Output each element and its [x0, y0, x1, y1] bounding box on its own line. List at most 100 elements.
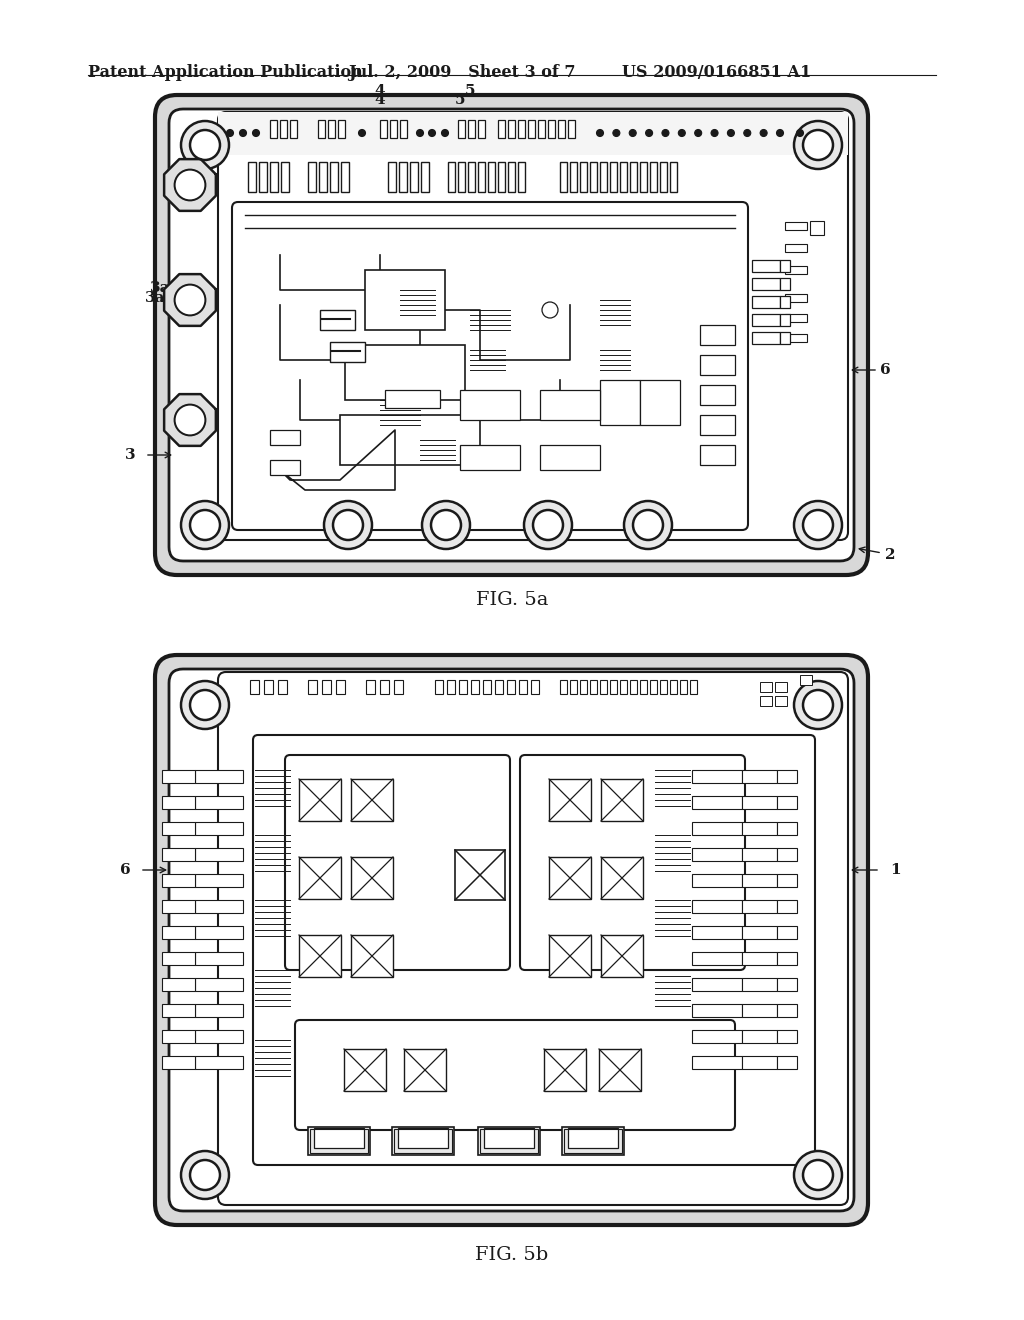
- Bar: [601, 857, 643, 899]
- Bar: [308, 1127, 370, 1155]
- Bar: [692, 822, 742, 836]
- Bar: [680, 680, 687, 694]
- Bar: [310, 1129, 368, 1152]
- Bar: [162, 1030, 195, 1043]
- Circle shape: [441, 129, 449, 136]
- Bar: [540, 389, 600, 420]
- Bar: [785, 294, 807, 302]
- Bar: [394, 680, 403, 694]
- Bar: [449, 162, 455, 191]
- Bar: [392, 1127, 454, 1155]
- FancyBboxPatch shape: [253, 735, 815, 1166]
- Bar: [564, 1129, 622, 1152]
- Circle shape: [253, 129, 259, 136]
- Bar: [195, 952, 243, 965]
- Circle shape: [694, 129, 701, 136]
- Bar: [162, 927, 195, 939]
- Bar: [330, 342, 365, 362]
- Text: 10: 10: [479, 1092, 501, 1105]
- Bar: [399, 162, 407, 191]
- Text: 2: 2: [885, 548, 895, 562]
- Bar: [264, 680, 273, 694]
- FancyBboxPatch shape: [218, 672, 848, 1205]
- Circle shape: [431, 510, 461, 540]
- Bar: [742, 770, 777, 783]
- Bar: [270, 162, 278, 191]
- Bar: [562, 1127, 624, 1155]
- Bar: [290, 120, 297, 139]
- Bar: [460, 389, 520, 420]
- Bar: [483, 680, 490, 694]
- Bar: [570, 162, 577, 191]
- Bar: [785, 267, 807, 275]
- Bar: [610, 680, 617, 694]
- Bar: [308, 162, 316, 191]
- Bar: [447, 680, 455, 694]
- Bar: [742, 874, 777, 887]
- Circle shape: [428, 129, 435, 136]
- Bar: [404, 1049, 446, 1092]
- Bar: [308, 680, 317, 694]
- Bar: [600, 680, 607, 694]
- Bar: [630, 162, 637, 191]
- Bar: [785, 222, 807, 230]
- Bar: [692, 847, 742, 861]
- Bar: [394, 1129, 452, 1152]
- Bar: [650, 162, 657, 191]
- Circle shape: [803, 510, 833, 540]
- Bar: [692, 952, 742, 965]
- Bar: [318, 120, 325, 139]
- Bar: [385, 389, 440, 408]
- Bar: [742, 796, 777, 809]
- Bar: [400, 120, 407, 139]
- Polygon shape: [164, 395, 216, 446]
- Bar: [498, 162, 505, 191]
- Bar: [195, 770, 243, 783]
- Bar: [328, 120, 335, 139]
- Bar: [752, 333, 780, 345]
- Circle shape: [597, 129, 603, 136]
- Bar: [338, 120, 345, 139]
- Bar: [421, 162, 429, 191]
- Bar: [478, 162, 485, 191]
- Bar: [777, 978, 797, 991]
- Bar: [660, 680, 667, 694]
- Bar: [341, 162, 349, 191]
- Bar: [531, 680, 539, 694]
- Circle shape: [662, 129, 669, 136]
- Bar: [162, 1056, 195, 1069]
- Circle shape: [181, 1151, 229, 1199]
- Polygon shape: [164, 275, 216, 326]
- Bar: [458, 162, 465, 191]
- Text: 8: 8: [260, 746, 270, 760]
- Bar: [162, 770, 195, 783]
- Text: 4: 4: [375, 92, 385, 132]
- Bar: [195, 874, 243, 887]
- Text: Jul. 2, 2009   Sheet 3 of 7: Jul. 2, 2009 Sheet 3 of 7: [348, 63, 575, 81]
- Bar: [601, 935, 643, 977]
- Bar: [742, 1005, 777, 1016]
- Bar: [410, 162, 418, 191]
- Bar: [601, 779, 643, 821]
- Bar: [398, 1129, 449, 1148]
- Circle shape: [624, 502, 672, 549]
- Circle shape: [333, 510, 362, 540]
- Circle shape: [524, 502, 572, 549]
- Bar: [259, 162, 267, 191]
- Bar: [752, 260, 780, 272]
- Bar: [777, 847, 797, 861]
- Bar: [785, 314, 807, 322]
- Bar: [319, 310, 355, 330]
- Bar: [760, 682, 772, 692]
- Bar: [590, 680, 597, 694]
- Bar: [380, 680, 389, 694]
- Bar: [752, 314, 780, 326]
- Circle shape: [794, 502, 842, 549]
- Polygon shape: [164, 160, 216, 211]
- Text: Patent Application Publication: Patent Application Publication: [88, 63, 362, 81]
- Circle shape: [190, 690, 220, 719]
- Bar: [538, 120, 545, 139]
- Bar: [650, 680, 657, 694]
- Bar: [299, 857, 341, 899]
- Circle shape: [240, 129, 247, 136]
